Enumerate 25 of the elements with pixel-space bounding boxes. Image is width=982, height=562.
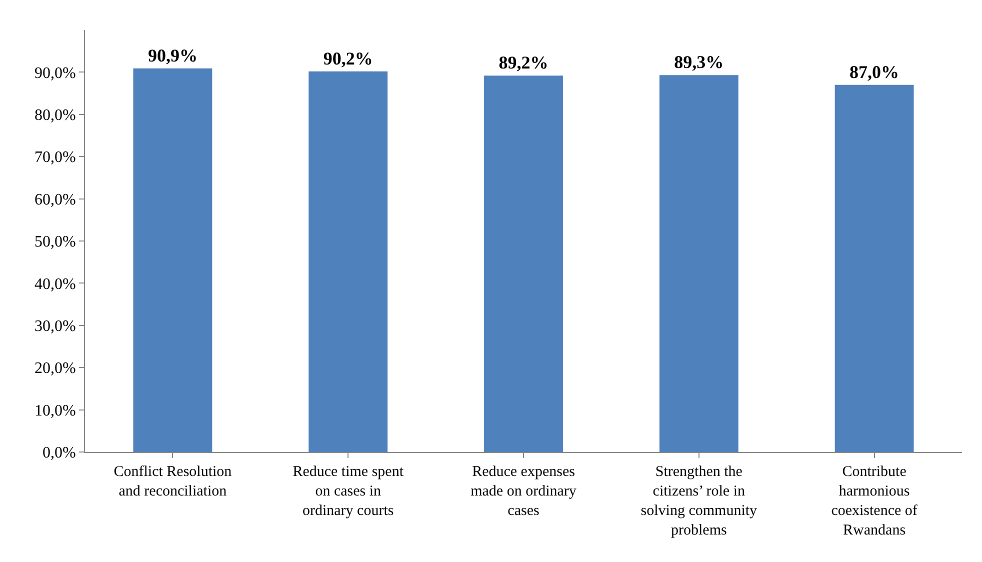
y-tick-label: 70,0%	[34, 149, 76, 166]
data-label: 89,2%	[498, 52, 548, 73]
x-tick-label: Conflict Resolution and reconciliation	[114, 464, 232, 500]
y-tick-label: 90,0%	[34, 64, 76, 82]
x-tick-label: Contribute harmonious coexistence of Rwandans	[831, 464, 918, 538]
data-label: 90,9%	[148, 45, 198, 66]
bar	[659, 75, 738, 452]
bar	[133, 68, 212, 452]
x-tick-label: Reduce time spent on cases in ordinary courts	[292, 464, 404, 519]
y-tick-label: 20,0%	[34, 360, 76, 378]
y-tick-label: 80,0%	[34, 107, 76, 124]
y-tick-label: 10,0%	[34, 402, 76, 420]
y-tick-label: 0,0%	[42, 444, 76, 462]
data-label: 89,3%	[674, 52, 724, 72]
bar	[308, 71, 388, 452]
data-label: 90,2%	[323, 48, 373, 68]
bar	[484, 76, 563, 452]
x-tick-label: Strengthen the citizens’ role in solving community problems	[640, 464, 758, 538]
y-tick-label: 60,0%	[34, 191, 76, 208]
y-tick-label: 40,0%	[34, 276, 76, 293]
y-tick-label: 50,0%	[34, 234, 76, 251]
bar	[834, 84, 914, 452]
data-label: 87,0%	[850, 62, 900, 82]
x-tick-label: Reduce expenses made on ordinary cases	[470, 464, 577, 519]
y-tick-label: 30,0%	[34, 318, 76, 335]
